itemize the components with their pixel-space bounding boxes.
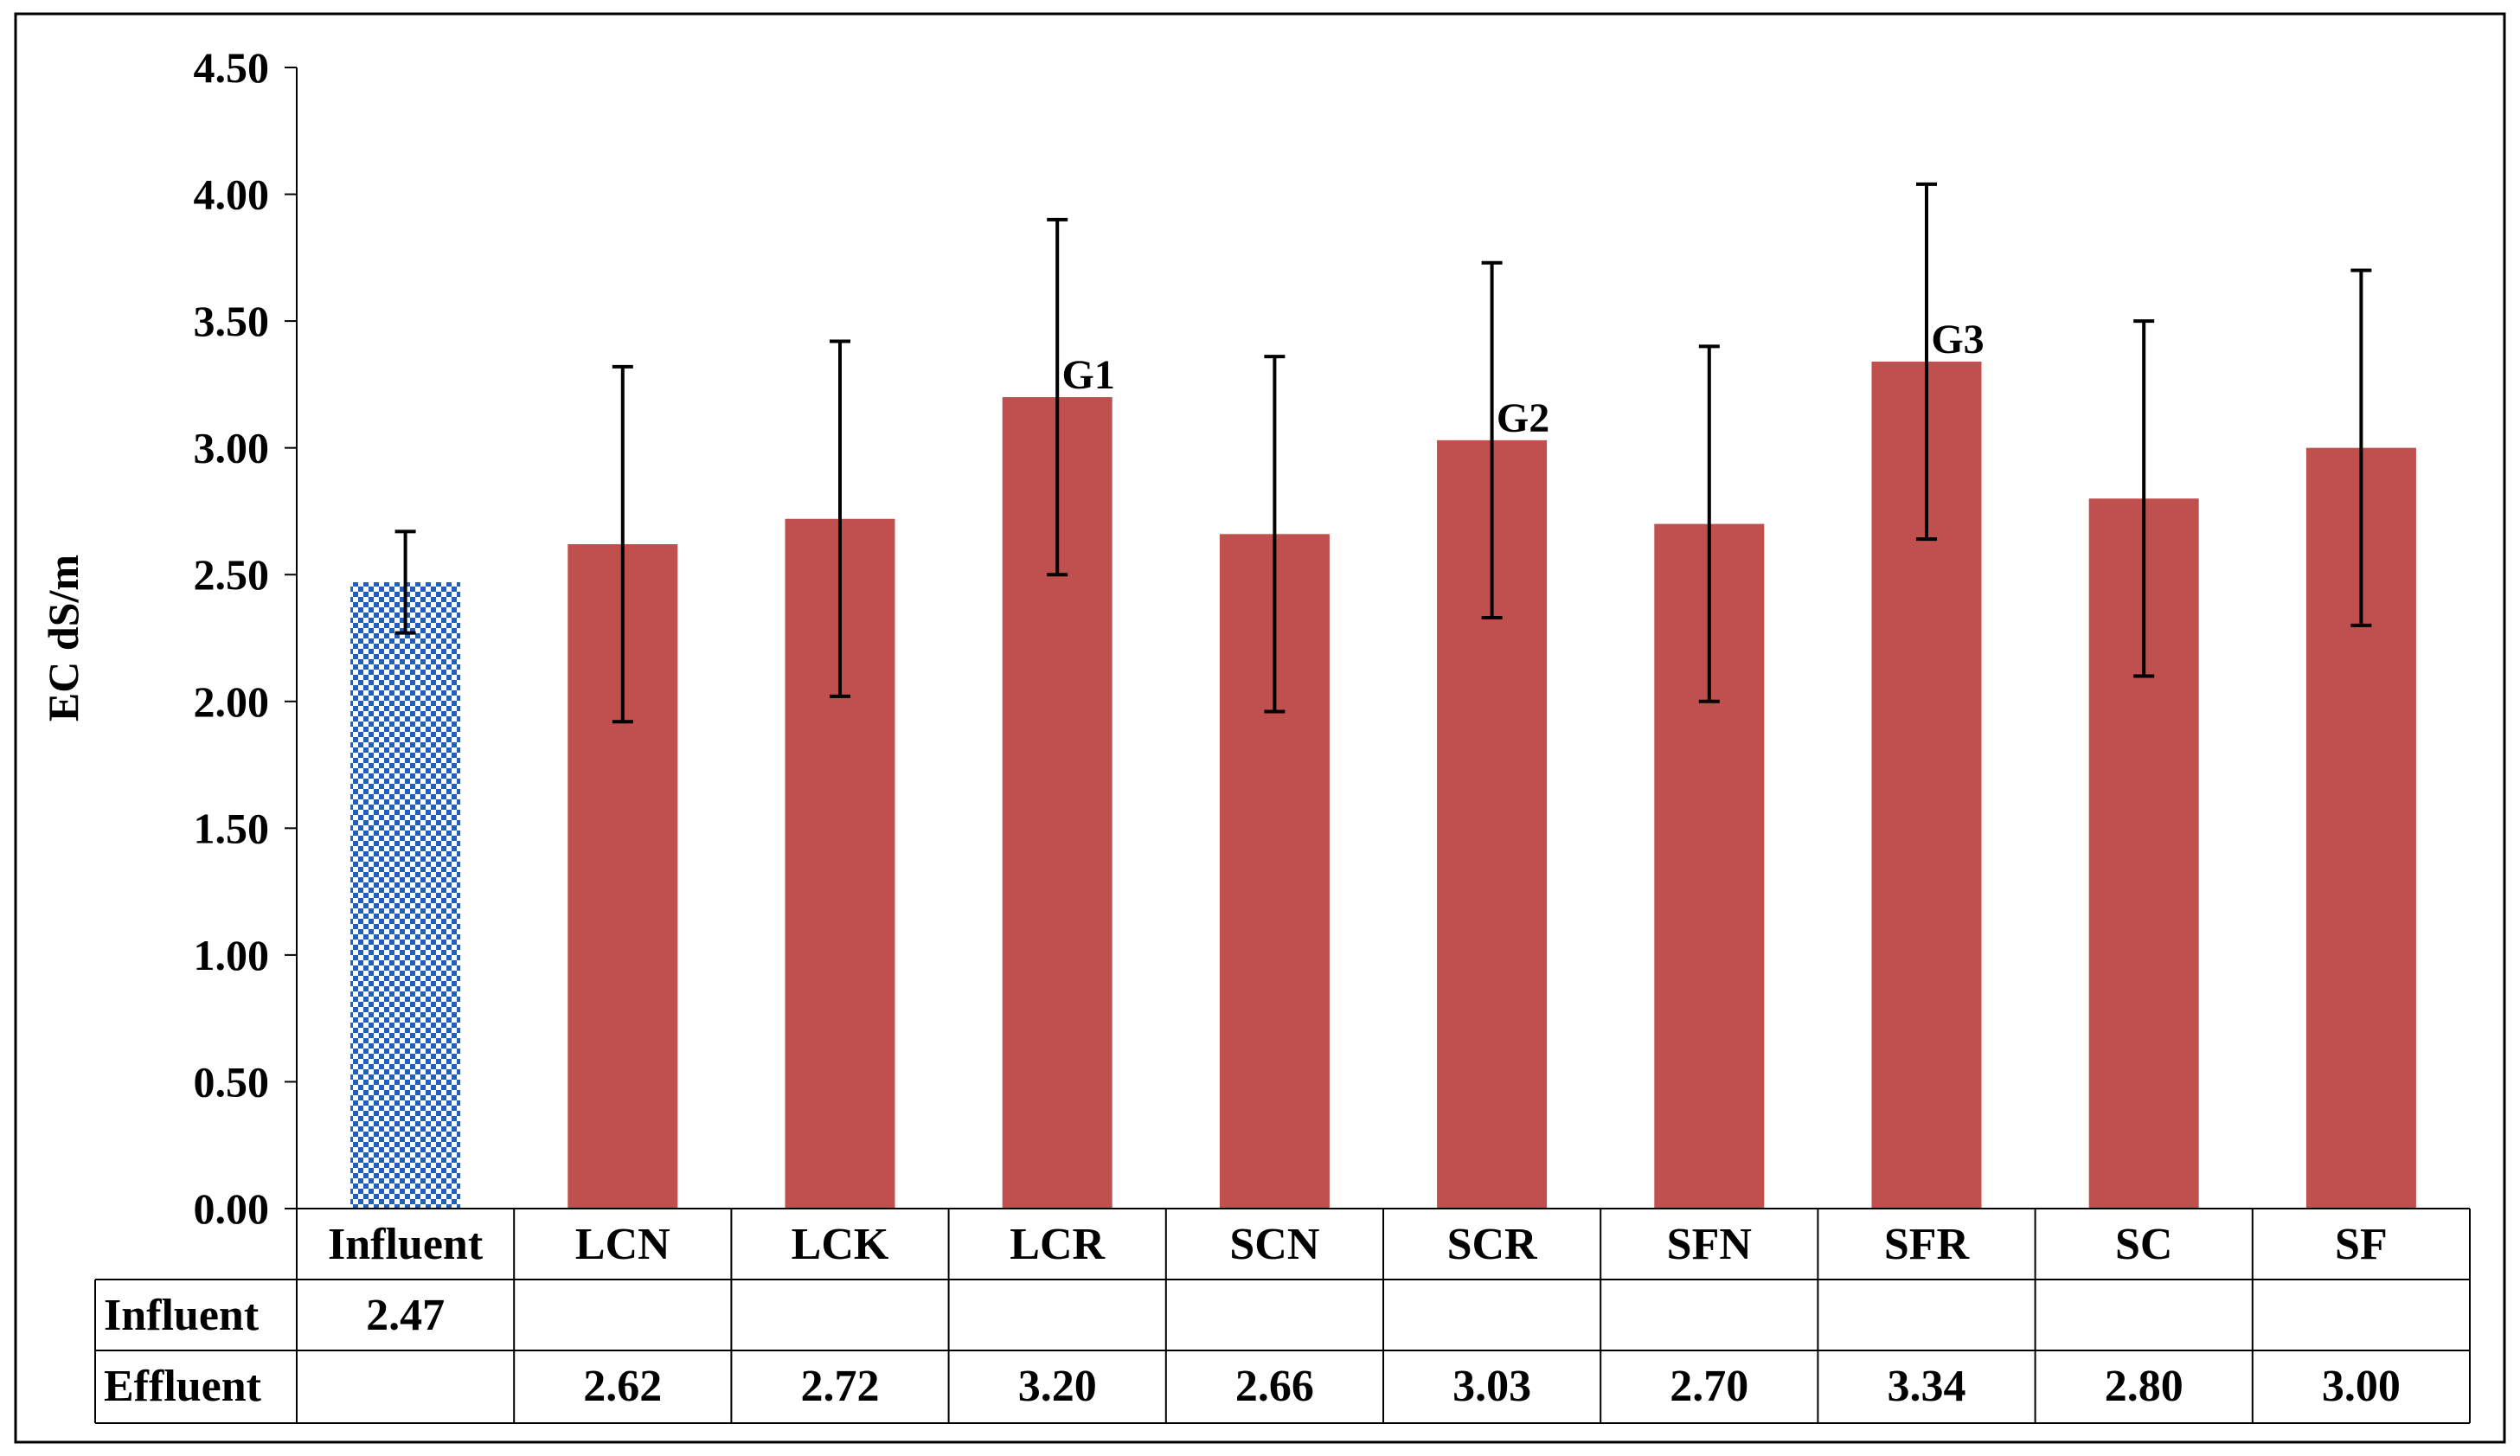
group-annotation: G3 <box>1931 317 1984 362</box>
y-tick-label: 2.50 <box>194 550 270 599</box>
data-label: 3.03 <box>1452 1362 1531 1411</box>
category-label: LCR <box>1010 1220 1106 1269</box>
y-tick-label: 1.50 <box>194 804 270 852</box>
data-label: 2.80 <box>2105 1362 2183 1411</box>
y-tick-label: 2.00 <box>194 677 270 726</box>
table-series-name: Effluent <box>104 1362 262 1411</box>
y-tick-label: 0.50 <box>194 1057 270 1106</box>
data-label: 3.00 <box>2322 1362 2401 1411</box>
y-axis-label: EC dS/m <box>39 555 87 722</box>
y-tick-label: 3.00 <box>194 424 270 472</box>
data-label: 2.66 <box>1235 1362 1314 1411</box>
data-label: 2.72 <box>801 1362 880 1411</box>
category-label: SC <box>2115 1220 2172 1269</box>
category-label: SFR <box>1884 1220 1971 1269</box>
y-tick-label: 3.50 <box>194 297 270 345</box>
group-annotation: G1 <box>1062 352 1115 398</box>
category-label: SFN <box>1667 1220 1752 1269</box>
category-label: LCN <box>575 1220 670 1269</box>
category-label: SCN <box>1229 1220 1319 1269</box>
group-annotation: G2 <box>1497 395 1549 441</box>
category-label: Influent <box>328 1220 484 1269</box>
y-tick-label: 0.00 <box>194 1184 270 1233</box>
bar <box>350 582 461 1209</box>
y-tick-label: 4.50 <box>194 43 270 92</box>
y-tick-label: 4.00 <box>194 170 270 219</box>
category-label: SCR <box>1447 1220 1538 1269</box>
plot-area: 0.00 0.50 1.00 1.50 2.00 2.50 3.00 3.50 4.00 4.50… <box>39 43 2471 1424</box>
category-label: LCK <box>792 1220 889 1269</box>
y-tick-label: 1.00 <box>194 931 270 979</box>
data-label: 2.62 <box>583 1362 662 1411</box>
data-label: 3.34 <box>1888 1362 1966 1411</box>
data-label: 2.47 <box>366 1291 445 1340</box>
category-label: SF <box>2335 1220 2388 1269</box>
data-label: 2.70 <box>1670 1362 1748 1411</box>
data-label: 3.20 <box>1018 1362 1097 1411</box>
table-series-name: Influent <box>104 1291 260 1340</box>
